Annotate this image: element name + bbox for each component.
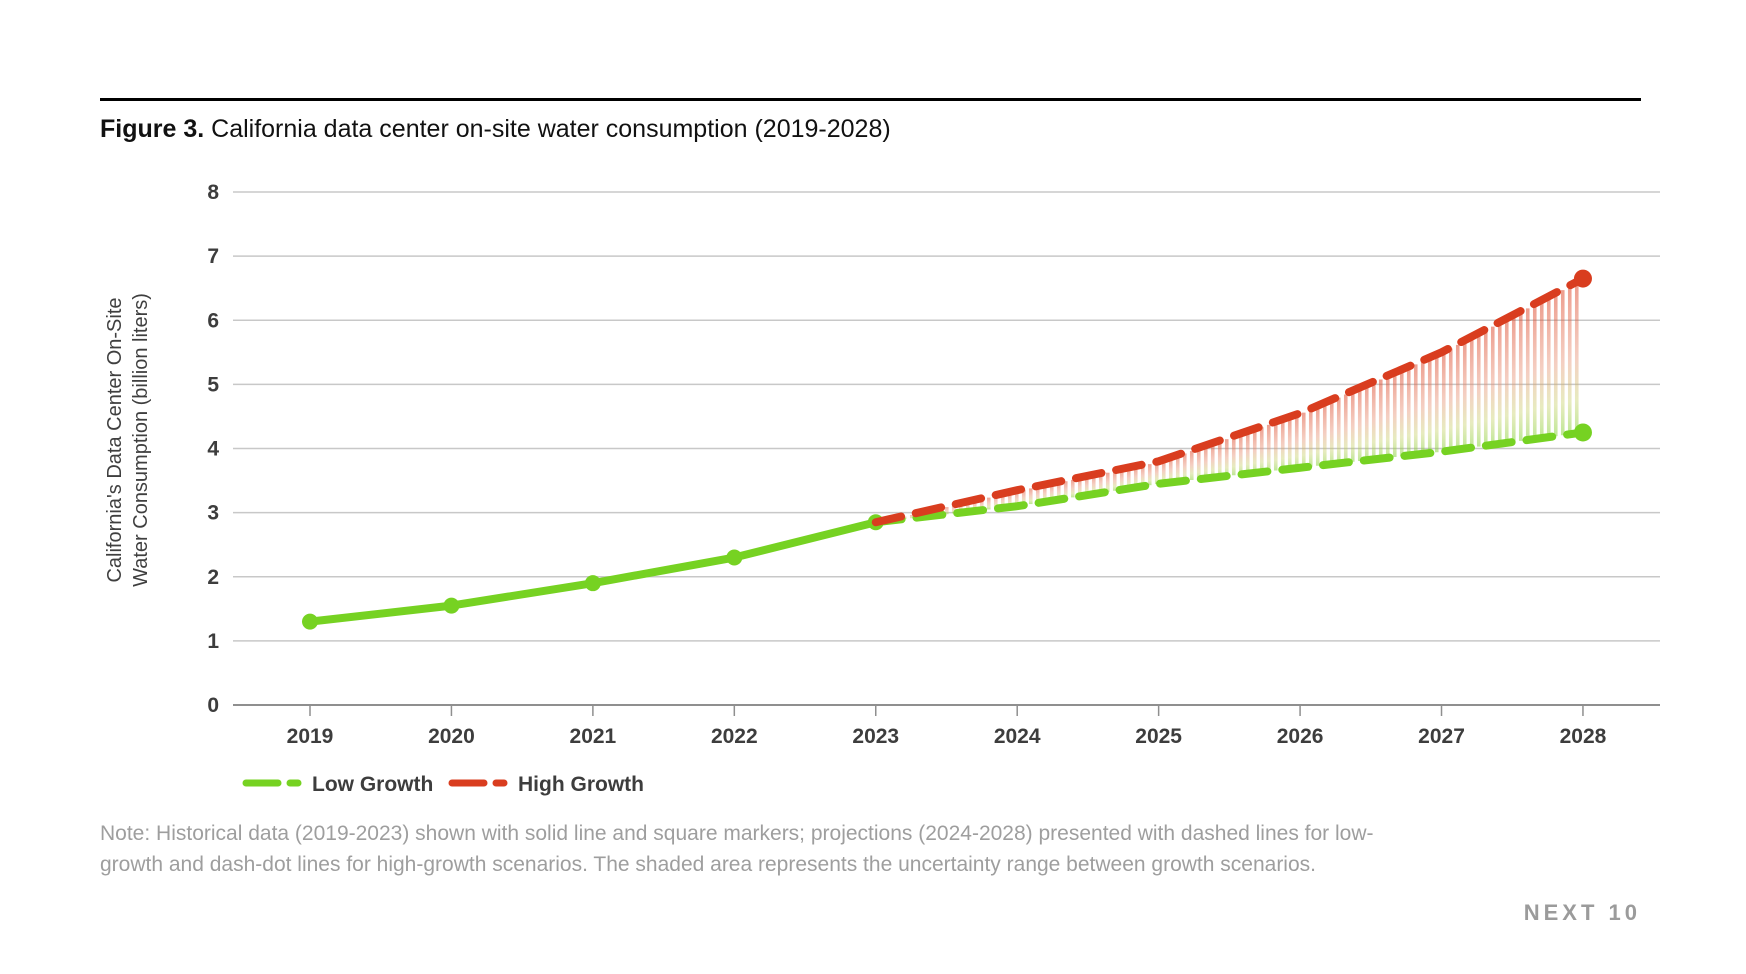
figure-note: Note: Historical data (2019-2023) shown … [100,818,1660,880]
svg-text:6: 6 [207,309,219,332]
note-line-1: Note: Historical data (2019-2023) shown … [100,822,1374,845]
svg-text:California's Data Center On-Si: California's Data Center On-Site [104,297,126,582]
svg-text:2027: 2027 [1418,725,1465,748]
svg-text:Water Consumption (billion lit: Water Consumption (billion liters) [130,293,152,587]
svg-text:2026: 2026 [1277,725,1324,748]
top-rule [100,98,1641,101]
svg-text:2020: 2020 [428,725,475,748]
svg-text:2: 2 [207,566,219,589]
svg-text:5: 5 [207,373,219,396]
x-axis-ticks [309,705,1584,716]
series-historical [302,514,884,630]
svg-text:0: 0 [207,694,219,717]
legend: Low Growth High Growth [242,773,644,796]
svg-text:4: 4 [207,438,219,461]
svg-text:High Growth: High Growth [518,773,644,796]
svg-text:2024: 2024 [994,725,1041,748]
x-axis-labels: 2019 2020 2021 2022 2023 2024 2025 2026 2027 2028 [287,725,1607,748]
svg-text:2025: 2025 [1135,725,1182,748]
figure-title: Figure 3. California data center on-site… [100,115,891,144]
figure-title-text: California data center on-site water con… [204,115,891,143]
svg-text:8: 8 [207,181,219,204]
svg-text:2022: 2022 [711,725,758,748]
series-low-growth [871,423,1592,527]
note-line-2: growth and dash-dot lines for high-growt… [100,853,1316,876]
y-axis-title: California's Data Center On-Site Water Co… [104,293,152,587]
uncertainty-band [902,282,1579,519]
svg-text:2028: 2028 [1560,725,1607,748]
figure-label: Figure 3. [100,115,205,143]
svg-text:2023: 2023 [852,725,899,748]
svg-text:2021: 2021 [570,725,617,748]
svg-text:Low Growth: Low Growth [312,773,433,796]
svg-text:7: 7 [207,245,219,268]
svg-text:1: 1 [207,630,219,653]
y-axis-labels: 0 1 2 3 4 5 6 7 8 [207,181,219,717]
next10-logo: NEXT 10 [1523,900,1641,925]
svg-text:3: 3 [207,502,219,525]
series-high-growth [871,269,1592,527]
svg-text:2019: 2019 [287,725,334,748]
